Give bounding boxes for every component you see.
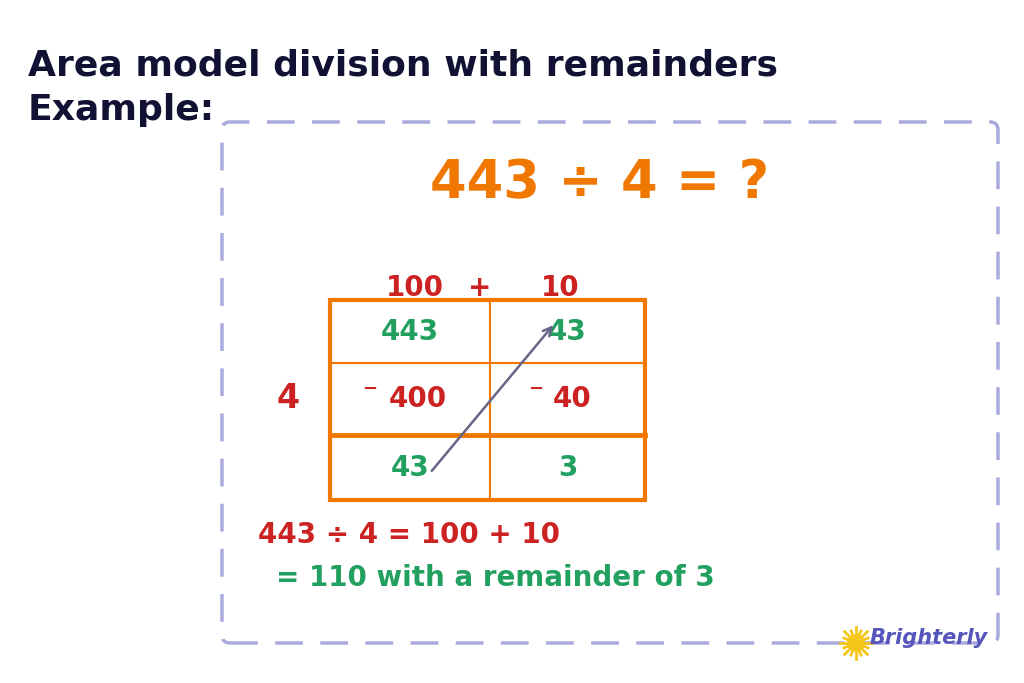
Bar bbox=[330, 300, 645, 500]
FancyArrowPatch shape bbox=[432, 327, 552, 471]
Circle shape bbox=[848, 635, 864, 651]
Text: Brighterly: Brighterly bbox=[870, 628, 988, 648]
Text: = 110 with a remainder of 3: = 110 with a remainder of 3 bbox=[276, 564, 715, 592]
Text: −: − bbox=[528, 380, 543, 398]
Text: +: + bbox=[468, 274, 492, 302]
Text: 4: 4 bbox=[276, 382, 300, 415]
Text: 3: 3 bbox=[558, 454, 578, 482]
Text: −: − bbox=[362, 380, 378, 398]
Text: 400: 400 bbox=[389, 385, 447, 413]
Text: Example:: Example: bbox=[28, 93, 215, 127]
Text: 10: 10 bbox=[541, 274, 580, 302]
Text: 43: 43 bbox=[548, 318, 587, 346]
Text: Area model division with remainders: Area model division with remainders bbox=[28, 48, 778, 82]
Text: 443: 443 bbox=[381, 318, 439, 346]
FancyBboxPatch shape bbox=[222, 122, 998, 643]
Text: 43: 43 bbox=[390, 454, 429, 482]
Text: 100: 100 bbox=[386, 274, 444, 302]
Text: 40: 40 bbox=[553, 385, 592, 413]
Text: 443 ÷ 4 = 100 + 10: 443 ÷ 4 = 100 + 10 bbox=[258, 521, 560, 549]
Text: 443 ÷ 4 = ?: 443 ÷ 4 = ? bbox=[430, 157, 770, 209]
